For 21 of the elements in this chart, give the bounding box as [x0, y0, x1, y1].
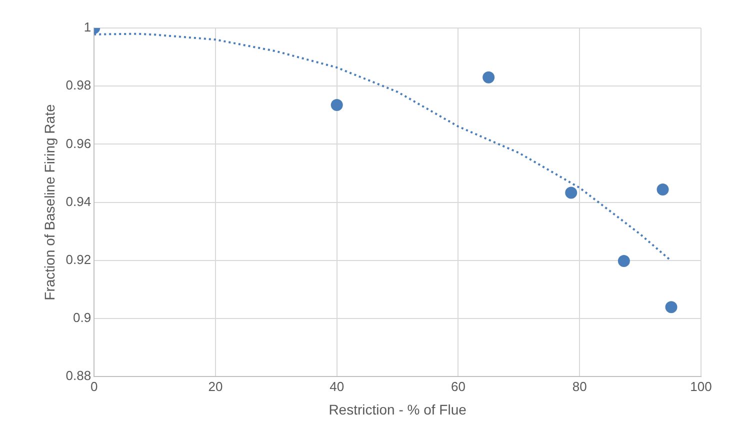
y-tick-label: 1	[84, 20, 92, 35]
y-tick-label: 0.94	[66, 194, 92, 209]
point	[482, 71, 495, 84]
y-tick-label: 0.88	[66, 368, 92, 384]
y-tick-label: 0.98	[66, 78, 92, 93]
point	[618, 254, 630, 267]
x-tick-label: 0	[90, 378, 98, 394]
point	[330, 98, 343, 111]
y-tick-label: 0.96	[66, 136, 92, 151]
y-tick-label: 0.92	[66, 252, 92, 267]
y-tick-label: 0.9	[73, 310, 92, 326]
x-tick-label: 100	[690, 378, 712, 394]
x-tick-label: 60	[451, 378, 466, 394]
x-tick-label: 80	[572, 378, 587, 394]
point	[665, 301, 678, 314]
x-tick-label: 40	[330, 378, 344, 394]
y-axis-title: Fraction of Baseline Firing Rate	[41, 104, 58, 300]
x-tick-label: 20	[208, 378, 223, 394]
point	[656, 184, 669, 196]
point	[565, 186, 578, 199]
x-axis-title: Restriction - % of Flue	[328, 401, 467, 418]
